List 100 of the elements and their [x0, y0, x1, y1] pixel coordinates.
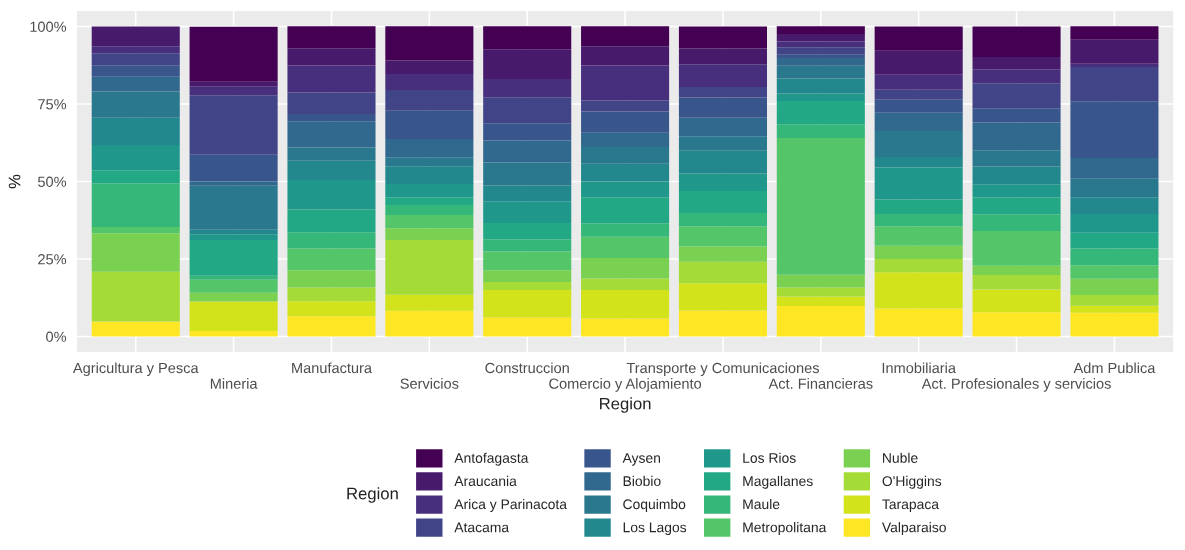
y-tick-label: 25%: [38, 254, 67, 265]
bar: [776, 58, 865, 66]
bar: [678, 136, 767, 151]
bar: [972, 56, 1061, 70]
bar: [287, 147, 376, 161]
bar: [972, 26, 1061, 57]
bar: [189, 301, 278, 331]
bar: [483, 78, 572, 98]
legend-label: Los Rios: [743, 452, 796, 463]
legend-label: O'Higgins: [882, 475, 942, 489]
x-tick-label: Inmobiliaria: [882, 362, 956, 374]
bar: [874, 157, 963, 168]
bar: [91, 321, 180, 337]
bar: [385, 73, 474, 91]
bar: [1070, 178, 1159, 198]
bar: [581, 65, 670, 101]
bar: [581, 147, 670, 164]
legend-label: Tarapaca: [882, 499, 940, 512]
bar: [678, 86, 767, 98]
bar: [581, 197, 670, 224]
bar: [581, 258, 670, 279]
bar: [581, 132, 670, 148]
bar: [91, 227, 180, 234]
bar: [91, 233, 180, 272]
bar: [1070, 312, 1159, 337]
bar: [385, 183, 474, 198]
bar: [874, 214, 963, 227]
y-tick-label: 50%: [38, 176, 67, 187]
bar: [874, 89, 963, 100]
bar: [91, 271, 180, 322]
legend-label: Maule: [743, 498, 780, 510]
bar: [972, 289, 1061, 313]
bar: [1070, 248, 1159, 266]
bar: [385, 139, 474, 158]
bar: [385, 60, 474, 74]
bar: [874, 112, 963, 131]
bar: [776, 124, 865, 139]
bar: [678, 310, 767, 337]
bar: [483, 251, 572, 271]
legend-label: Araucania: [454, 475, 517, 487]
bar: [189, 234, 278, 241]
bar: [678, 150, 767, 174]
legend-label: Coquimbo: [623, 498, 686, 512]
bar: [189, 240, 278, 276]
bar: [1070, 232, 1159, 249]
bar: [483, 223, 572, 240]
bar: [91, 144, 180, 171]
legend-label: Biobio: [623, 475, 661, 487]
legend-label: Nuble: [883, 452, 918, 463]
bar: [776, 78, 865, 94]
bar: [483, 239, 572, 252]
bar: [287, 179, 376, 210]
bar: [972, 184, 1061, 198]
bar: [483, 290, 572, 318]
bar: [189, 81, 278, 87]
bar: [287, 301, 376, 317]
x-tick-label: Act. Financieras: [768, 378, 873, 389]
x-tick-label: Servicios: [400, 378, 459, 389]
bar: [385, 197, 474, 206]
bar: [874, 272, 963, 309]
bar: [874, 99, 963, 113]
bar: [287, 48, 376, 66]
legend-label: Magallanes: [743, 475, 813, 489]
bar: [385, 228, 474, 241]
bar: [91, 117, 180, 145]
bar: [91, 65, 180, 77]
bar: [483, 162, 572, 186]
bar: [776, 100, 865, 125]
bar: [678, 246, 767, 262]
bar: [189, 26, 278, 82]
bar: [385, 26, 474, 61]
bar: [1070, 101, 1159, 158]
x-tick-label: Comercio y Alojamiento: [549, 378, 702, 392]
bar: [287, 287, 376, 302]
bar: [483, 201, 572, 224]
bar: [91, 91, 180, 118]
x-tick-label: Construccion: [485, 362, 569, 374]
bar: [287, 113, 376, 122]
bar: [1070, 39, 1159, 64]
bar: [972, 214, 1061, 232]
bar: [385, 310, 474, 337]
bar: [1070, 214, 1159, 233]
bar: [776, 274, 865, 288]
bar: [874, 130, 963, 158]
bar: [1070, 197, 1159, 215]
bar: [287, 316, 376, 337]
bar: [483, 49, 572, 79]
bar: [972, 69, 1061, 84]
bar: [91, 183, 180, 228]
bar: [776, 138, 865, 275]
bar: [776, 41, 865, 48]
bar: [385, 294, 474, 311]
y-tick-label: 75%: [38, 99, 67, 110]
legend-label: Metropolitana: [743, 522, 827, 536]
bar: [874, 259, 963, 273]
bar: [972, 166, 1061, 185]
x-tick-label: Adm Publica: [1073, 362, 1156, 374]
bar: [678, 117, 767, 137]
bar: [1070, 265, 1159, 279]
bar: [483, 185, 572, 202]
